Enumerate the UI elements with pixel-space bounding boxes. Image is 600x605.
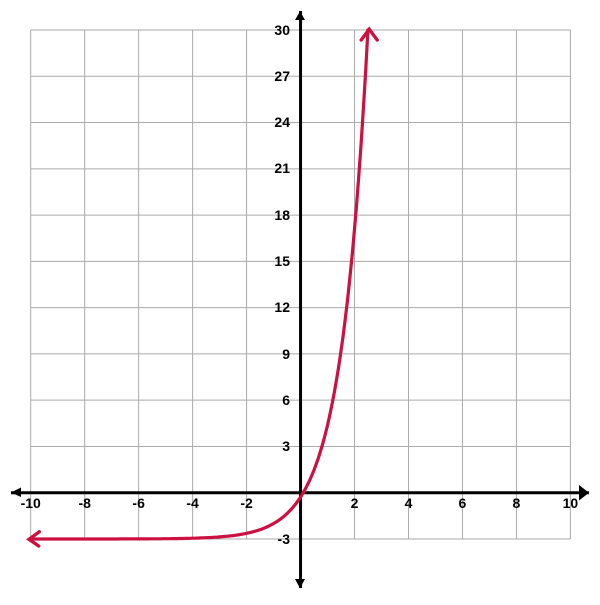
svg-text:-3: -3	[278, 531, 291, 547]
svg-text:27: 27	[274, 68, 290, 84]
svg-text:12: 12	[274, 299, 290, 315]
svg-text:-10: -10	[21, 495, 41, 511]
svg-text:6: 6	[459, 495, 467, 511]
svg-text:-4: -4	[186, 495, 199, 511]
svg-text:24: 24	[274, 114, 290, 130]
svg-text:6: 6	[282, 392, 290, 408]
svg-text:4: 4	[405, 495, 413, 511]
svg-text:2: 2	[351, 495, 359, 511]
svg-text:8: 8	[513, 495, 521, 511]
svg-text:-8: -8	[78, 495, 91, 511]
svg-text:30: 30	[274, 22, 290, 38]
svg-text:21: 21	[274, 160, 290, 176]
svg-text:15: 15	[274, 253, 290, 269]
svg-text:-2: -2	[240, 495, 253, 511]
svg-text:10: 10	[563, 495, 579, 511]
svg-text:18: 18	[274, 207, 290, 223]
svg-text:3: 3	[282, 438, 290, 454]
svg-text:-6: -6	[132, 495, 145, 511]
svg-text:9: 9	[282, 346, 290, 362]
